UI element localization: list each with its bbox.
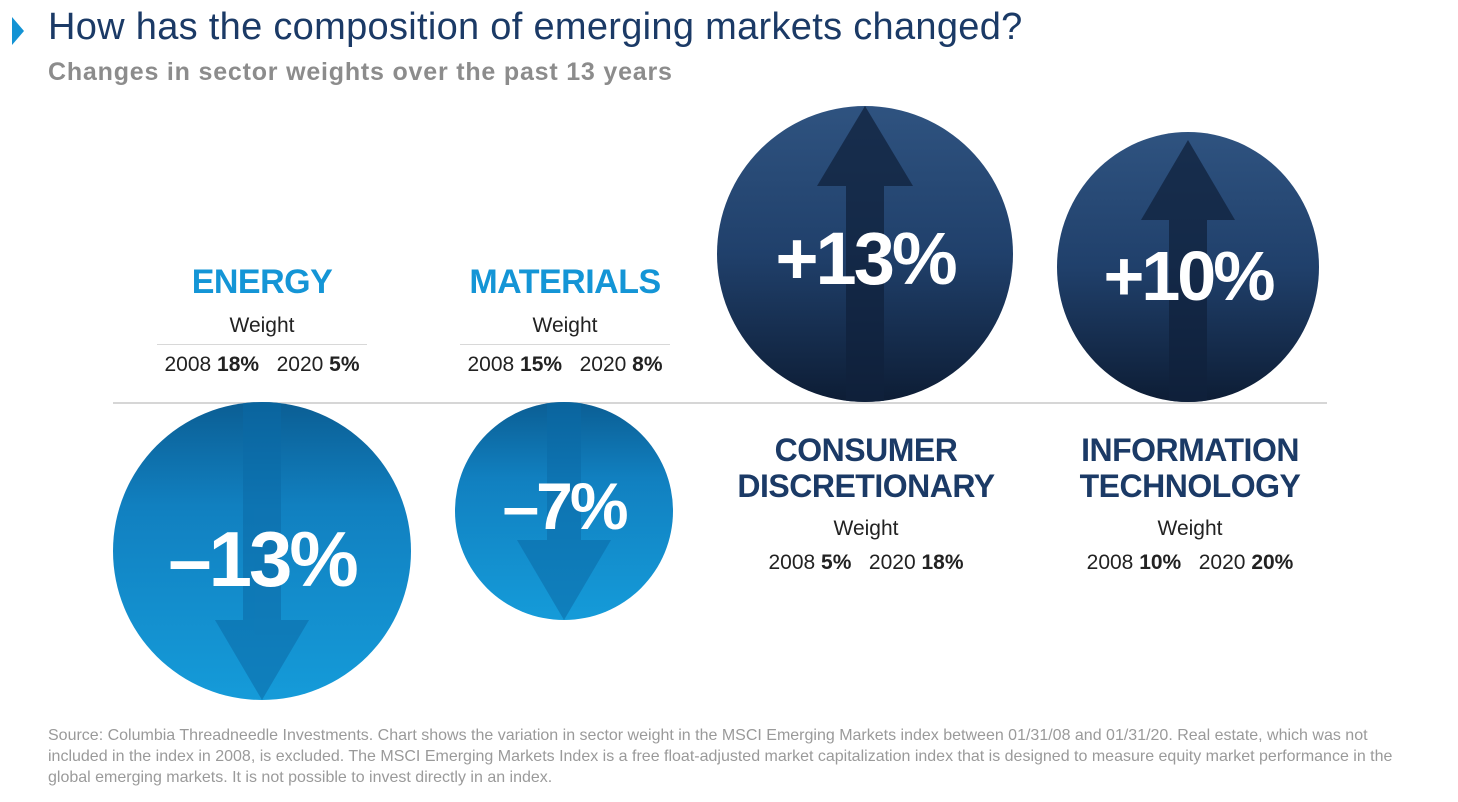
weight-2008-value: 18% (217, 353, 260, 376)
weight-2008-value: 10% (1139, 551, 1182, 574)
change-value-materials: –7% (502, 469, 628, 543)
down-arrow-icon (517, 402, 611, 620)
sector-label-line-1: INFORMATION (1081, 432, 1299, 468)
page-subtitle: Changes in sector weights over the past … (48, 58, 673, 86)
sector-label-line-1: CONSUMER (774, 432, 958, 468)
weight-2020-value: 18% (921, 551, 964, 574)
weight-2008-value: 15% (520, 353, 563, 376)
change-value-consumer-discretionary: +13% (775, 217, 957, 300)
down-arrow-icon (215, 402, 309, 700)
year-2020-label: 2020 (868, 551, 916, 574)
weight-values: 2008 5% 2020 18% (760, 551, 972, 575)
title-chevron-icon (12, 17, 24, 45)
year-2008-label: 2008 (768, 551, 816, 574)
zero-baseline (113, 402, 1327, 404)
bubble-information-technology: +10% (1057, 132, 1319, 402)
up-arrow-icon (817, 106, 913, 402)
bubble-energy: –13% (113, 402, 411, 700)
change-value-information-technology: +10% (1103, 237, 1276, 315)
weight-block-energy: Weight 2008 18% 2020 5% (157, 314, 367, 377)
sector-label-consumer-discretionary: CONSUMER DISCRETIONARY (706, 432, 1026, 504)
sector-label-information-technology: INFORMATION TECHNOLOGY (1030, 432, 1350, 504)
bubble-materials: –7% (455, 402, 673, 620)
year-2008-label: 2008 (164, 353, 212, 376)
weight-2020-value: 8% (632, 353, 663, 376)
change-value-energy: –13% (168, 515, 359, 603)
sector-label-line-2: DISCRETIONARY (737, 468, 995, 504)
weight-values: 2008 15% 2020 8% (460, 353, 670, 377)
up-arrow-icon (1141, 140, 1235, 402)
sector-label-line-2: TECHNOLOGY (1079, 468, 1301, 504)
weight-label: Weight (460, 314, 670, 345)
weight-label: Weight (1157, 517, 1223, 540)
year-2008-label: 2008 (467, 353, 515, 376)
sector-label-energy: ENERGY (191, 263, 333, 301)
year-2008-label: 2008 (1086, 551, 1134, 574)
year-2020-label: 2020 (276, 353, 324, 376)
bubble-consumer-discretionary: +13% (717, 106, 1013, 402)
weight-2020-value: 20% (1251, 551, 1294, 574)
weight-values: 2008 18% 2020 5% (157, 353, 367, 377)
weight-block-materials: Weight 2008 15% 2020 8% (460, 314, 670, 377)
year-2020-label: 2020 (579, 353, 627, 376)
weight-label: Weight (833, 517, 899, 540)
weight-2008-value: 5% (821, 551, 852, 574)
weight-block-consumer-discretionary: Weight 2008 5% 2020 18% (760, 517, 972, 575)
weight-label: Weight (157, 314, 367, 345)
source-footnote: Source: Columbia Threadneedle Investment… (48, 727, 1393, 786)
sector-label-materials: MATERIALS (469, 263, 661, 301)
page-title: How has the composition of emerging mark… (48, 6, 1023, 48)
weight-2020-value: 5% (329, 353, 360, 376)
weight-values: 2008 10% 2020 20% (1070, 551, 1310, 575)
weight-block-information-technology: Weight 2008 10% 2020 20% (1070, 517, 1310, 575)
year-2020-label: 2020 (1198, 551, 1246, 574)
